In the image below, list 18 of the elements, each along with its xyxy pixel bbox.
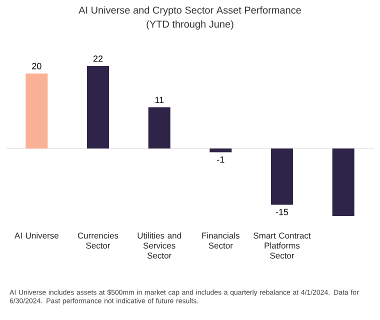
data-label: 20 xyxy=(32,62,42,70)
bar xyxy=(210,148,232,152)
x-tick-label: Financials Sector xyxy=(202,232,240,249)
x-tick-label: AI Universe xyxy=(14,232,58,239)
bar xyxy=(87,66,110,148)
bar xyxy=(271,148,293,205)
x-tick-label: Smart Contract Platforms Sector xyxy=(254,232,311,259)
x-tick-label: Utilities and Services Sector xyxy=(138,232,181,259)
data-label: -15 xyxy=(276,208,288,216)
chart-subtitle: (YTD through June) xyxy=(146,20,234,30)
bar xyxy=(332,148,354,216)
bar xyxy=(26,73,48,148)
bar xyxy=(148,107,170,148)
data-label: -1 xyxy=(217,156,224,163)
x-tick-label: Currencies Sector xyxy=(78,232,118,249)
data-label: 22 xyxy=(93,56,103,62)
chart-title: AI Universe and Crypto Sector Asset Performance xyxy=(78,6,301,16)
data-label: 11 xyxy=(155,96,164,104)
